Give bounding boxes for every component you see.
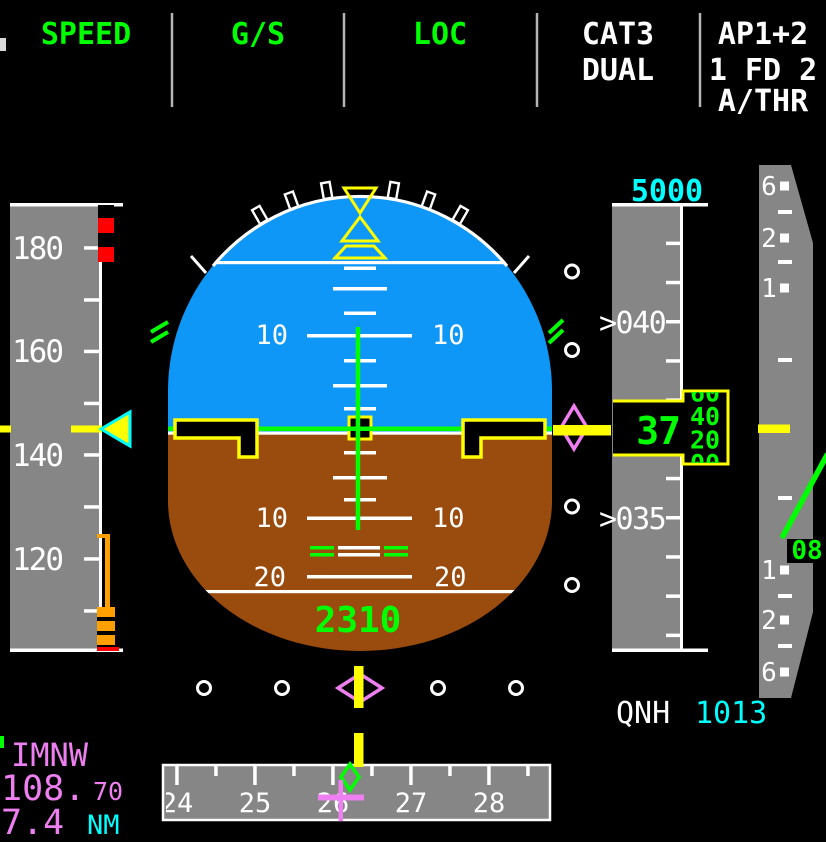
speed-label-180: 180 [12,231,62,267]
vs-label-squares [780,181,789,677]
altitude-drum: 60 40 20 00 [690,379,720,478]
edge-tick [0,736,4,748]
drum-digit: 00 [690,449,720,478]
fma-approach-capability: CAT3 [582,17,654,52]
edge-artifact [0,38,6,51]
radio-altitude: 2310 [315,600,402,641]
qnh-label: QNH [616,696,670,731]
sideslip-trapezoid [331,244,389,260]
vs-value: 08 [791,536,822,566]
bank-45-tick-right [512,255,531,274]
ils-frequency-int: 108. [1,769,85,809]
heading-tick-marks [175,766,530,785]
fma-vertical-mode: G/S [231,17,285,52]
localizer-scale [196,666,524,708]
fma-lateral-mode: LOC [413,17,467,52]
vs-tick-marks [778,210,792,648]
side-chevrons [149,318,565,345]
speed-label-120: 120 [12,542,62,578]
pitch-dn20-right: 20 [434,562,467,593]
speed-reference-dash [0,425,11,433]
heading-label-28: 28 [473,788,506,819]
vs-label-dn-6: 6 [761,658,777,688]
pitch-up10-left: 10 [255,320,288,351]
speed-tick-marks [84,246,99,613]
ils-frequency-dec: 70 [93,777,123,806]
speed-tape: 180 160 140 120 [0,203,132,652]
altitude-tape-bottom-line [612,648,708,652]
speed-tape-bottom-line [10,648,123,652]
vs-label-up-2: 2 [761,224,777,254]
altitude-tape: 5000 >040 >035 37 60 40 20 00 QNH 1013 [599,174,767,731]
vs-value-box [787,539,826,563]
heading-label-27: 27 [395,788,428,819]
aircraft-wing-right [461,418,547,459]
vs-zero-reference [758,424,790,433]
vmax-barber-pole [98,205,114,262]
minus15-marker [310,546,408,557]
fma-autopilot: AP1+2 [718,17,808,52]
bank-reference-triangle [341,186,379,216]
fma-approach-capability2: DUAL [582,53,654,88]
heading-label-25: 25 [239,788,272,819]
bank-45-tick-left [189,255,208,274]
vs-label-up-1: 1 [761,274,777,304]
heading-lubber-bar [354,733,364,767]
fd-vertical-bar [355,327,361,530]
speed-tape-top-line [10,203,123,207]
fma-flight-director: 1 FD 2 [709,53,817,88]
drum-digit: 20 [690,426,720,455]
heading-tape: 24 25 26 27 28 [161,733,552,822]
speed-pointer [71,409,132,449]
ils-course-pointer [318,780,364,821]
fma-autothrust: A/THR [718,84,809,119]
bank-scale-ticks [250,180,470,226]
attitude-indicator: 10 10 10 10 20 20 2310 [149,180,565,651]
vs-label-dn-1: 1 [761,556,777,586]
localizer-diamond [334,671,386,705]
localizer-dots [196,680,524,696]
ils-dme-distance: 7.4 [1,803,64,842]
track-diamond [338,760,362,794]
pitch-dn10-right: 10 [432,503,465,534]
aircraft-wing-left [173,418,259,459]
ils-ident: IMNW [11,736,89,774]
altitude-window [613,389,730,466]
qnh-value: 1013 [695,696,767,731]
heading-label-24: 24 [161,788,194,819]
fma-speed-mode: SPEED [41,17,131,52]
vs-needle [780,452,826,539]
ils-dme-unit: NM [87,810,120,841]
speed-label-160: 160 [12,334,62,370]
fma-row: SPEED G/S LOC CAT3 DUAL AP1+2 1 FD 2 A/T… [0,13,817,119]
vs-label-dn-2: 2 [761,606,777,636]
drum-digit: 60 [690,379,720,408]
heading-labels: 24 25 26 27 28 [161,788,506,819]
speed-label-140: 140 [12,438,62,474]
pitch-up10-right: 10 [432,320,465,351]
altitude-tape-top-line [612,203,708,207]
altitude-current-hundreds: 37 [636,409,680,453]
heading-label-26: 26 [317,788,350,819]
yaw-bar-upper [354,666,364,708]
bank-arc [211,194,509,268]
bank-index-triangle [339,214,381,243]
vertical-speed-indicator: 6 2 1 1 2 6 08 [758,165,826,698]
vs-label-up-6: 6 [761,172,777,202]
altitude-label-035: >035 [599,502,665,537]
altitude-reference-bar [553,425,611,436]
vls-strip [97,534,119,651]
glideslope-dots [564,263,580,593]
altitude-label-040: >040 [599,306,666,341]
ils-info: IMNW 108. 70 7.4 NM [0,736,123,842]
glideslope-scale [553,263,611,593]
drum-digit: 40 [690,402,720,431]
pitch-dn10-left: 10 [255,503,288,534]
pitch-dn20-left: 20 [253,562,286,593]
